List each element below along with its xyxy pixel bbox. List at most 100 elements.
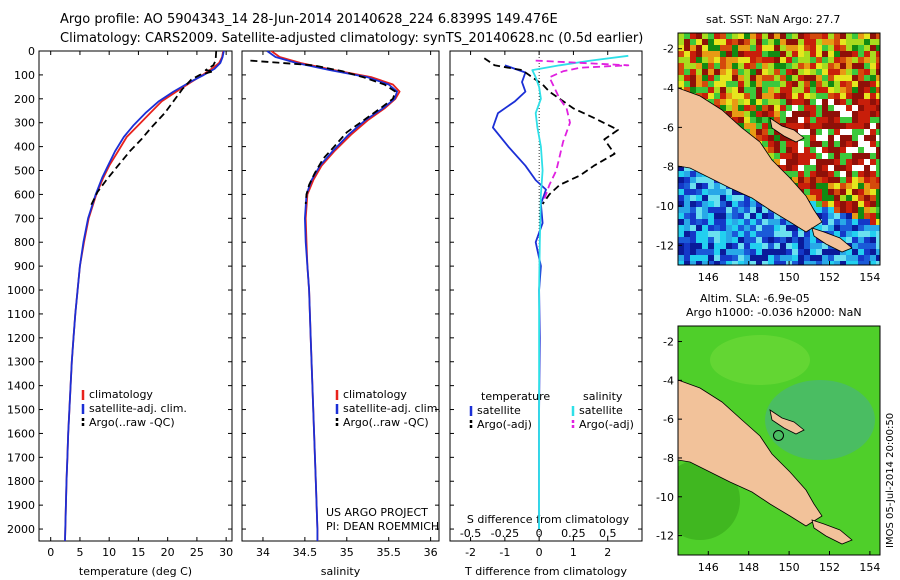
sst-cell [720,243,726,249]
sst-cell [852,135,858,141]
sst-cell [858,81,864,87]
sst-cell [822,195,828,201]
sst-cell [810,75,816,81]
sst-cell [846,165,852,171]
sst-cell [834,117,840,123]
sst-cell [852,213,858,219]
sst-cell [786,75,792,81]
sst-cell [828,207,834,213]
sst-cell [846,249,852,255]
title-line-2: Climatology: CARS2009. Satellite-adjuste… [60,31,643,46]
salinity-plot-frame [241,50,440,542]
sst-cell [696,75,702,81]
sst-cell [684,81,690,87]
sst-cell [834,189,840,195]
sst-cell [798,243,804,249]
sst-cell [690,75,696,81]
sst-cell [810,135,816,141]
sst-cell [852,219,858,225]
sst-cell [756,51,762,57]
sst-cell [816,225,822,231]
temperature-legend-label: satellite-adj. clim. [89,402,187,415]
sst-cell [840,231,846,237]
sst-cell [762,75,768,81]
temperature-xtick-label: 30 [219,546,233,559]
sst-cell [750,69,756,75]
sst-cell [708,75,714,81]
depth-tick-label: 2000 [7,523,35,536]
sst-cell [690,201,696,207]
sst-cell [720,75,726,81]
sst-cell [738,201,744,207]
sst-cell [852,141,858,147]
sst-cell [864,111,870,117]
sst-cell [846,189,852,195]
sst-cell [798,99,804,105]
sst-cell [714,213,720,219]
sst-cell [852,261,858,265]
sst-cell [828,51,834,57]
sst-cell [720,201,726,207]
sst-cell [846,141,852,147]
sst-cell [804,159,810,165]
temperature-plot-frame [38,50,233,542]
sst-cell [840,195,846,201]
sst-cell [744,219,750,225]
sst-cell [852,201,858,207]
sst-cell [696,243,702,249]
map-ytick-label: -4 [663,82,674,95]
sst-cell [804,255,810,261]
sst-cell [732,225,738,231]
sst-cell [804,123,810,129]
sst-cell [876,111,880,117]
sst-cell [792,111,798,117]
sst-cell [810,123,816,129]
sst-cell [786,39,792,45]
sst-cell [816,213,822,219]
temperature-panel: 0100200300400500600700800900100011001200… [7,45,233,578]
sst-cell [792,39,798,45]
sst-cell [768,147,774,153]
sst-cell [840,45,846,51]
sst-cell [714,69,720,75]
sst-cell [864,141,870,147]
sst-cell [684,219,690,225]
difference-panel: -2 -1 0 1 2 T difference from climatology -0.5… [449,50,643,578]
sst-cell [678,219,684,225]
sst-cell [840,213,846,219]
sst-cell [828,111,834,117]
sst-cell [792,255,798,261]
sst-cell [708,195,714,201]
sst-cell [678,57,684,63]
sst-cell [756,225,762,231]
sst-cell [786,159,792,165]
sst-cell [750,75,756,81]
sst-cell [852,207,858,213]
sst-cell [816,159,822,165]
sst-cell [750,57,756,63]
sst-cell [852,69,858,75]
sst-cell [804,63,810,69]
sst-cell [864,147,870,153]
temperature-xtick-label: 10 [102,546,116,559]
salinity-legend-label: climatology [343,388,407,401]
sst-cell [798,237,804,243]
map-xtick-label: 150 [779,271,800,284]
sst-cell [792,177,798,183]
sst-cell [756,231,762,237]
sst-cell [720,45,726,51]
sst-cell [798,51,804,57]
sst-cell [840,93,846,99]
sst-cell [804,129,810,135]
sst-cell [732,249,738,255]
sst-axes: 146 148 150 152 154 -2 -4 -6 -8 -10 -12 [656,43,880,284]
sst-cell [876,93,880,99]
sst-cell [690,207,696,213]
sst-cell [840,141,846,147]
sst-cell [702,207,708,213]
sst-cell [684,207,690,213]
map-ytick-label: -10 [656,491,674,504]
differences-xtick-label: 2 [604,546,611,559]
sst-cell [846,159,852,165]
sst-cell [816,87,822,93]
